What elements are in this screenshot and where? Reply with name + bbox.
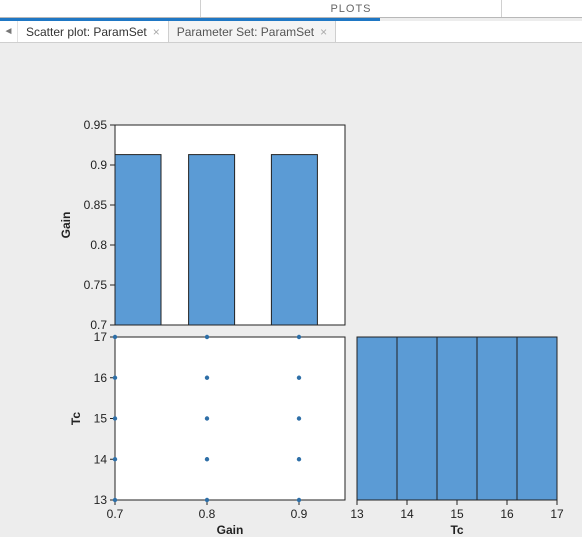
svg-text:17: 17 — [94, 330, 108, 344]
svg-text:14: 14 — [400, 507, 414, 521]
svg-text:0.8: 0.8 — [199, 507, 216, 521]
panel-scatter: 13 14 15 16 17 0.7 0.8 0.9 Tc Gain — [69, 330, 345, 537]
svg-text:Tc: Tc — [450, 523, 463, 537]
svg-text:16: 16 — [94, 371, 108, 385]
svg-text:0.75: 0.75 — [84, 278, 108, 292]
close-icon[interactable]: × — [153, 26, 160, 38]
tab-label: Parameter Set: ParamSet — [177, 25, 314, 39]
panel-gain-hist: 0.70.750.80.850.90.95Gain — [59, 118, 345, 332]
svg-text:0.95: 0.95 — [84, 118, 108, 132]
tab-parameter-set[interactable]: Parameter Set: ParamSet × — [169, 21, 336, 42]
svg-text:0.8: 0.8 — [90, 238, 107, 252]
panel-tc-hist: 13 14 15 16 17 Tc — [350, 337, 564, 537]
svg-text:Gain: Gain — [217, 523, 244, 537]
tab-scatter-plot[interactable]: Scatter plot: ParamSet × — [18, 21, 169, 42]
svg-text:16: 16 — [500, 507, 514, 521]
document-tabrow: ◄ Scatter plot: ParamSet × Parameter Set… — [0, 21, 582, 43]
svg-text:13: 13 — [94, 493, 108, 507]
toolstrip-spacer-right — [502, 0, 582, 17]
svg-text:0.9: 0.9 — [291, 507, 308, 521]
svg-text:15: 15 — [94, 412, 108, 426]
plots-svg: 0.7 0.75 0.8 0.85 0.9 0.95 Gain 13 14 15 16 17 0.7 0… — [0, 43, 582, 537]
svg-text:0.85: 0.85 — [84, 198, 108, 212]
toolstrip-spacer-left — [0, 0, 201, 17]
svg-text:14: 14 — [94, 452, 108, 466]
svg-text:0.7: 0.7 — [107, 507, 124, 521]
svg-text:15: 15 — [450, 507, 464, 521]
svg-text:17: 17 — [550, 507, 564, 521]
toolstrip-tab-plots[interactable]: PLOTS — [201, 0, 502, 17]
svg-text:Gain: Gain — [59, 212, 73, 239]
tab-nav-prev[interactable]: ◄ — [0, 21, 18, 42]
close-icon[interactable]: × — [320, 26, 327, 38]
svg-text:Tc: Tc — [69, 412, 83, 425]
svg-text:0.9: 0.9 — [90, 158, 107, 172]
toolstrip-tabbar: PLOTS — [0, 0, 582, 18]
svg-text:13: 13 — [350, 507, 364, 521]
tab-label: Scatter plot: ParamSet — [26, 25, 147, 39]
figure-canvas: 0.7 0.75 0.8 0.85 0.9 0.95 Gain 13 14 15 16 17 0.7 0… — [0, 43, 582, 537]
